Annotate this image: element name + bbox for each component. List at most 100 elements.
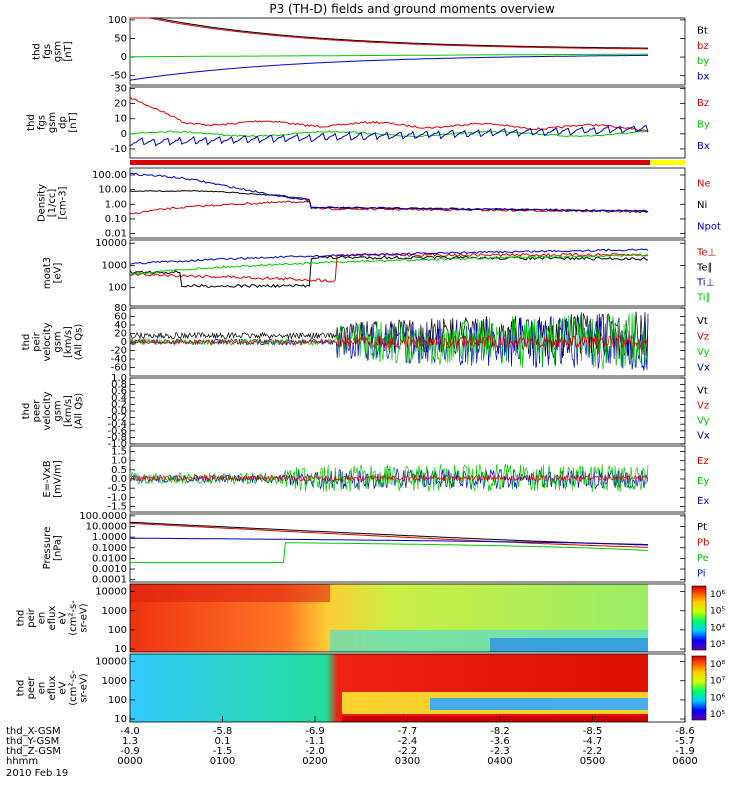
trace-ey [129,464,649,493]
y-tick-label: 0.8 [111,380,127,391]
colorbar-label: 10⁶ [710,693,725,703]
y-tick-label: 0.10 [105,214,127,225]
spectrogram-band [342,716,648,722]
trace-vx [129,313,649,371]
legend-vt: Vt [697,386,708,397]
y-axis-label: [nT] [63,41,74,61]
spectrogram-band [490,638,648,652]
x-axis-value: -3.6 [490,736,510,747]
y-axis-label: dp [58,116,69,129]
date-label: 2010 Feb 19 [6,768,68,779]
colorbar-label: 10⁴ [710,623,725,633]
panel-pressure: 100.000010.00001.00000.10000.01000.00100… [42,511,710,586]
y-axis-label: gsm [52,400,63,421]
x-axis-value: -2.0 [305,746,325,757]
y-axis-label: (cm²-s- [68,600,79,636]
legend-pb: Pb [697,537,709,548]
colorbar [691,585,707,651]
legend-bz: bz [697,41,709,52]
y-tick-label: -1.5 [107,502,127,513]
x-axis-value: -5.7 [675,736,695,747]
y-tick-label: -1.0 [107,492,127,503]
x-axis-value: -7.7 [398,726,418,737]
y-tick-label: 10000 [95,587,127,598]
legend-vy: Vy [697,416,710,427]
legend-vz: Vz [697,401,709,412]
y-tick-label: -0.8 [107,432,127,443]
legend-by: by [697,56,709,67]
y-tick-label: 0.01 [105,229,127,240]
panel-frame [129,86,686,159]
y-tick-label: 100 [108,283,127,294]
x-axis-value: -6.9 [305,726,325,737]
y-tick-label: 10.00 [98,185,127,196]
panel-temp: 10000 1000 100 moat3 [eV] Te⊥ Te∥ Ti⊥ Ti∥ [42,238,716,307]
y-tick-label: 50 [114,33,127,44]
y-tick-label: 100.0000 [79,511,127,522]
x-axis-row-label: thd_Y-GSM [6,736,59,747]
legend-ez: Ez [697,456,709,467]
y-tick-label: 10 [114,114,127,125]
trace-tipar [129,253,649,276]
panel-density: 100.00 10.00 1.00 0.10 0.01 Density [1/cc] [cm-… [37,167,721,240]
y-tick-label: 1.0000 [92,532,127,543]
x-axis-value: -8.5 [583,726,603,737]
y-axis-label: [mV/m] [52,460,63,498]
legend-bz: Bz [697,98,709,109]
x-axis-value: -0.9 [120,746,140,757]
y-tick-label: 0.0100 [92,553,127,564]
y-tick-label: 10000 [95,238,127,249]
y-tick-label: 10000 [95,657,127,668]
x-axis-value: -4.0 [120,726,140,737]
y-axis-label: peer [26,676,37,700]
y-tick-label: 0 [121,337,127,348]
x-axis-row-label: thd_X-GSM [6,726,61,737]
y-axis-label: thd [26,114,37,131]
y-axis-label: eflux [47,606,58,631]
y-tick-label: 0.0010 [92,564,127,575]
y-tick-label: 0.1000 [92,543,127,554]
legend-ti⊥: Ti⊥ [696,278,714,289]
x-axis-row-label: hhmm [6,756,38,767]
y-axis-label: (All Qs) [73,393,84,430]
y-tick-label: 100 [108,625,127,636]
legend-bx: bx [697,71,709,82]
x-axis-value: 0200 [302,756,327,767]
y-axis-label: peer [31,399,42,423]
y-axis-label: en [37,612,48,625]
y-axis-label: thd [21,334,32,351]
y-tick-label: 100 [108,695,127,706]
y-tick-label: 20 [114,329,127,340]
colorbar-label: 10⁶ [710,590,725,600]
x-axis-value: 1.3 [122,736,138,747]
x-axis-value: -2.4 [398,736,418,747]
y-axis-label: [nPa] [52,535,63,561]
y-axis-label: [eV] [52,263,63,284]
y-tick-label: 1.0 [111,373,127,384]
y-tick-label: 100.00 [92,170,127,181]
trace-npot [129,172,649,213]
legend-vt: Vt [697,316,708,327]
x-axis-value: 0300 [395,756,420,767]
y-axis-label: (cm²-s- [68,670,79,706]
panel-frame [129,167,686,239]
x-axis-value: -1.9 [675,746,695,757]
trace-tiperp [129,248,649,265]
legend-ni: Ni [697,200,707,211]
trace-tepar [129,255,649,288]
colorbar-label: 10³ [710,640,725,650]
colorbar-label: 10⁸ [710,660,725,670]
legend-vx: Vx [697,362,710,373]
trace-pb [129,522,649,548]
panel-frame [129,377,686,445]
y-tick-label: 1.00 [105,199,127,210]
y-tick-label: 10 [114,714,127,725]
x-axis-value: -8.6 [675,726,695,737]
y-axis-label: fgs [37,115,48,130]
quality-flag-bar [650,160,685,165]
trace-by [130,53,648,58]
y-tick-label: -0.4 [107,419,127,430]
x-axis-value: -8.2 [490,726,510,737]
legend-vy: Vy [697,347,710,358]
y-axis-label: eV [58,681,69,694]
